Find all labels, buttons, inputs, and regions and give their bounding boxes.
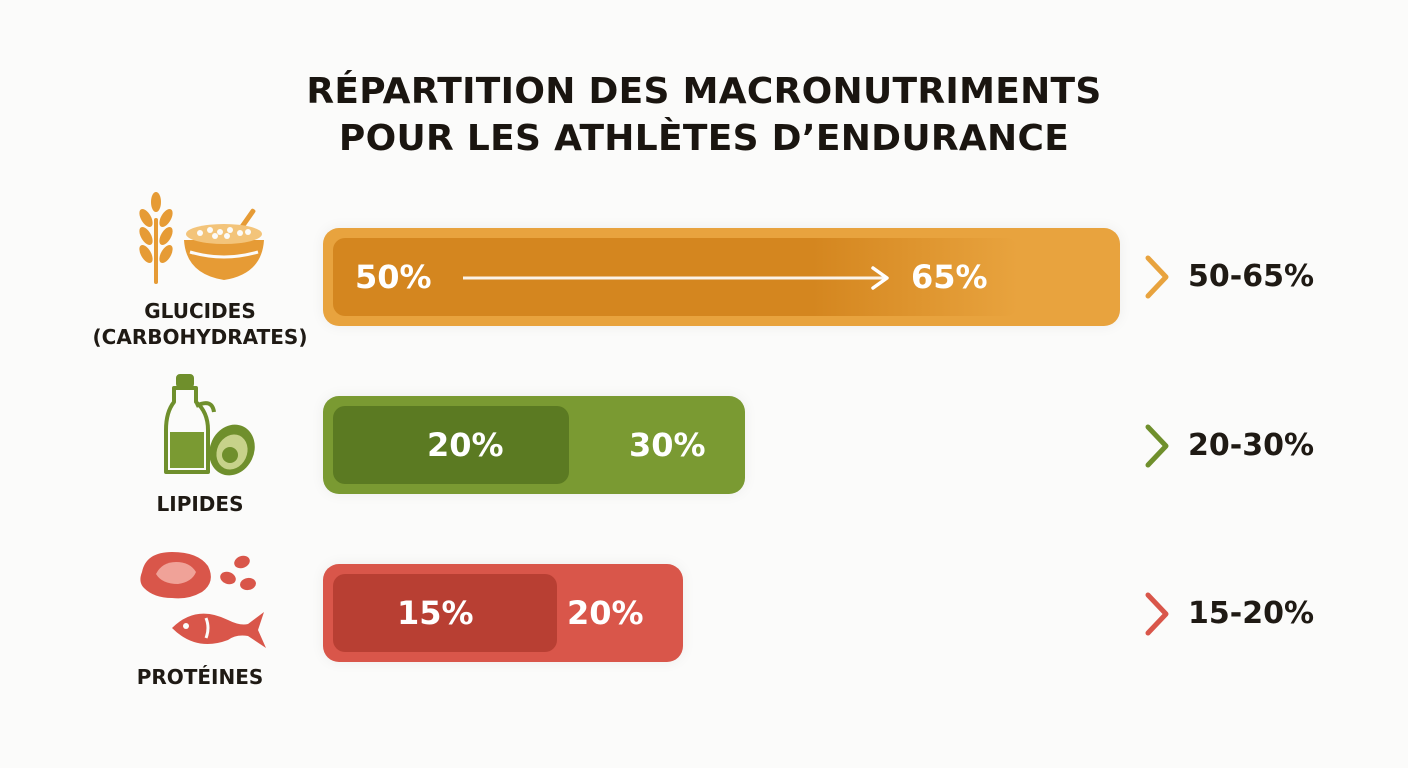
chevron-right-icon [1145, 424, 1169, 468]
chart-title-line-1: RÉPARTITION DES MACRONUTRIMENTS [306, 71, 1102, 112]
bar-glucides: 50% 65% [323, 228, 1120, 326]
bar-max-label-proteines: 20% [567, 594, 644, 632]
bar-min-label-lipides: 20% [427, 426, 504, 464]
bar-max-label-glucides: 65% [911, 258, 988, 296]
category-label-line-1: PROTÉINES [136, 665, 264, 689]
bar-inner-proteines [333, 574, 557, 652]
range-label-glucides: 50-65% [1188, 259, 1315, 294]
bar-inner-lipides [333, 406, 569, 484]
category-label-proteines: PROTÉINES [80, 664, 320, 690]
chart-title: RÉPARTITION DES MACRONUTRIMENTS POUR LES… [0, 68, 1408, 162]
category-label-glucides: GLUCIDES (CARBOHYDRATES) [80, 298, 320, 350]
chevron-right-icon [1145, 592, 1169, 636]
bar-max-label-lipides: 30% [629, 426, 706, 464]
category-label-line-1: GLUCIDES [144, 299, 256, 323]
range-label-lipides: 20-30% [1188, 428, 1315, 463]
range-arrow [463, 266, 889, 290]
bar-lipides: 20% 30% [323, 396, 745, 494]
wheat-and-bowl-icon [130, 188, 270, 292]
bar-proteines: 15% 20% [323, 564, 683, 662]
chart-title-line-2: POUR LES ATHLÈTES D’ENDURANCE [338, 118, 1070, 159]
meat-fish-beans-icon [132, 544, 272, 658]
oil-and-avocado-icon [160, 372, 260, 486]
range-label-proteines: 15-20% [1188, 596, 1315, 631]
category-label-line-1: LIPIDES [156, 492, 244, 516]
category-label-lipides: LIPIDES [80, 491, 320, 517]
bar-min-label-proteines: 15% [397, 594, 474, 632]
bar-min-label-glucides: 50% [355, 258, 432, 296]
category-label-line-2: (CARBOHYDRATES) [92, 325, 308, 349]
chevron-right-icon [1145, 255, 1169, 299]
